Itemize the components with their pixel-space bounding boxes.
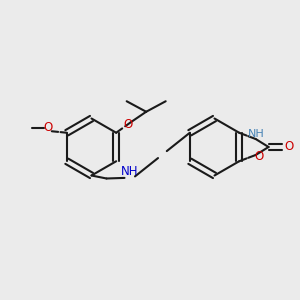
Text: O: O [43,121,52,134]
Text: NH: NH [121,165,139,178]
Text: O: O [123,118,132,131]
Text: O: O [255,150,264,163]
Text: O: O [284,140,293,154]
Text: NH: NH [248,129,265,139]
